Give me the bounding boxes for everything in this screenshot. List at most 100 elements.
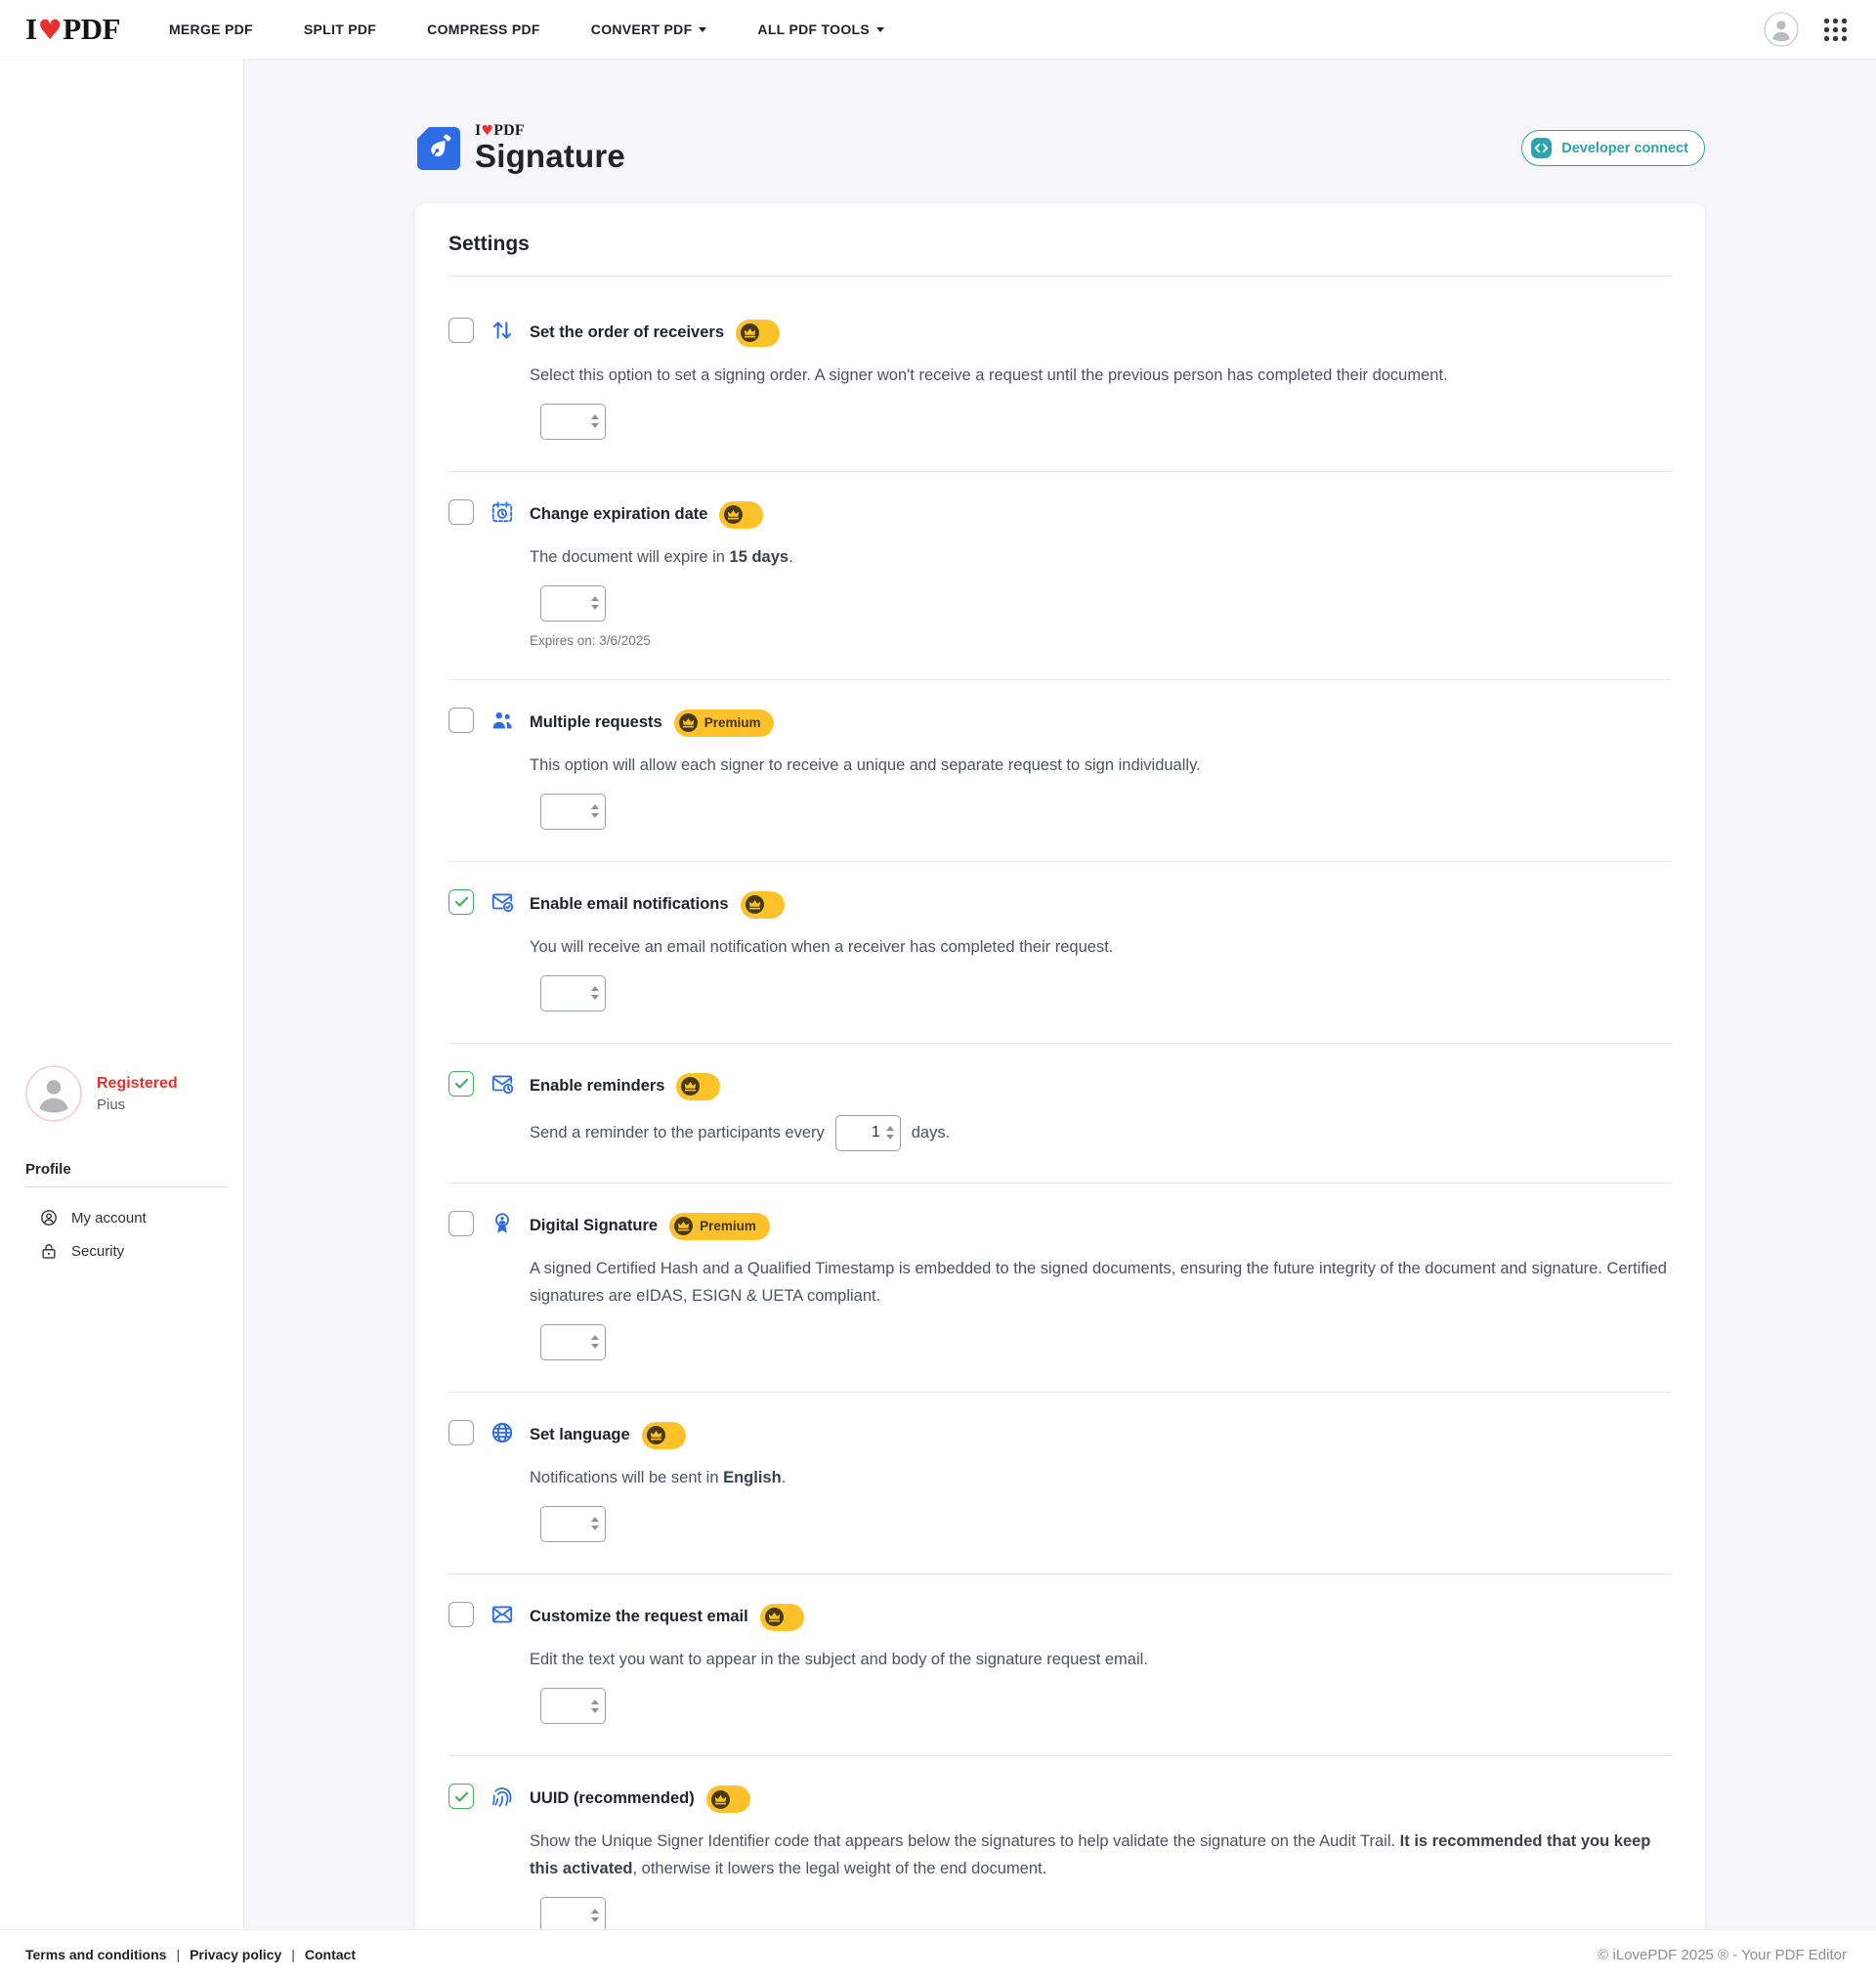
stepper-arrows[interactable] [591, 1699, 599, 1713]
reminder-days-input[interactable] [540, 1505, 606, 1542]
row-title: Customize the request email [530, 1608, 748, 1626]
footer-link-privacy-policy[interactable]: Privacy policy [190, 1947, 282, 1962]
brand-small-text: I♥PDF [475, 122, 525, 139]
row-title: Set language [530, 1426, 630, 1444]
premium-badge [676, 1072, 721, 1100]
row-description: Select this option to set a signing orde… [530, 366, 1448, 384]
row-title: Change expiration date [530, 504, 708, 523]
row-checkbox[interactable] [448, 1784, 474, 1810]
reminder-line [530, 1897, 1672, 1934]
sidebar-item-my-account[interactable]: My account [25, 1201, 228, 1234]
user-avatar-icon[interactable] [1764, 12, 1799, 47]
reminder-days-input[interactable] [540, 1897, 606, 1934]
language-icon [490, 1420, 515, 1445]
row-description: You will receive an email notification w… [530, 937, 1114, 956]
footer-link-terms-and-conditions[interactable]: Terms and conditions [25, 1947, 167, 1962]
reminder-days-input[interactable] [540, 1688, 606, 1725]
row-title: Enable email notifications [530, 894, 729, 913]
row-description: Edit the text you want to appear in the … [530, 1650, 1148, 1668]
settings-row-digital-signature: Digital Signature Premium A signed Certi… [448, 1183, 1672, 1393]
reminder-line [530, 584, 1672, 622]
nav-item-all-pdf-tools[interactable]: ALL PDF TOOLS [757, 22, 885, 37]
row-checkbox[interactable] [448, 317, 474, 343]
profile-block: Registered Pius Profile My account Securi… [25, 1065, 228, 1268]
row-description: Notifications will be sent in English. [530, 1468, 787, 1486]
account-status-badge: Registered [97, 1075, 178, 1093]
row-description: Show the Unique Signer Identifier code t… [530, 1832, 1651, 1878]
settings-row-enable-email-notifications: Enable email notifications You will rece… [448, 862, 1672, 1044]
apps-grid-icon[interactable] [1822, 17, 1849, 43]
row-title: Set the order of receivers [530, 323, 724, 341]
reminder-days-input[interactable]: 1 [834, 1114, 901, 1151]
settings-row-multiple-requests: Multiple requests Premium This option wi… [448, 680, 1672, 862]
stepper-arrows[interactable] [591, 1335, 599, 1350]
developer-connect-button[interactable]: Developer connect [1521, 130, 1705, 167]
sidebar-item-security[interactable]: Security [25, 1234, 228, 1268]
settings-row-set-language: Set language Notifications will be sent … [448, 1393, 1672, 1574]
premium-badge [759, 1603, 804, 1631]
premium-badge [641, 1421, 686, 1449]
reminder-days-input[interactable] [540, 403, 606, 440]
row-checkbox[interactable] [448, 1419, 474, 1445]
stepper-arrows[interactable] [591, 414, 599, 429]
profile-avatar[interactable] [25, 1065, 82, 1122]
ilovepdf-logo[interactable]: I ♥ PDF [25, 12, 120, 47]
stepper-arrows[interactable] [591, 596, 599, 611]
top-navigation-bar: I ♥ PDF MERGE PDF SPLIT PDF COMPRESS PDF CONV… [0, 0, 1876, 59]
stepper-arrows[interactable] [591, 1517, 599, 1531]
email-notifications-icon [490, 889, 515, 915]
row-checkbox[interactable] [448, 888, 474, 915]
row-checkbox[interactable] [448, 1601, 474, 1627]
reminder-line [530, 1688, 1672, 1725]
premium-badge [740, 890, 785, 919]
reminder-days-input[interactable] [540, 1323, 606, 1360]
settings-row-set-the-order-of-receivers: Set the order of receivers Select this o… [448, 277, 1672, 472]
multiple-requests-icon [490, 708, 515, 733]
heart-icon: ♥ [481, 123, 494, 139]
request-email-icon [490, 1602, 515, 1627]
username: Pius [97, 1096, 126, 1113]
row-title: UUID (recommended) [530, 1789, 695, 1808]
premium-badge [736, 319, 780, 347]
settings-row-change-expiration-date: Change expiration date The document will… [448, 472, 1672, 680]
reminder-days-input[interactable] [540, 793, 606, 830]
stepper-arrows[interactable] [591, 986, 599, 1001]
settings-row-customize-the-request-email: Customize the request email Edit the tex… [448, 1574, 1672, 1757]
logo-text-i: I [25, 12, 37, 46]
settings-row-uuid-recommended: UUID (recommended) Show the Unique Signe… [448, 1756, 1672, 1966]
row-checkbox[interactable] [448, 1210, 474, 1236]
reminder-days-input[interactable] [540, 584, 606, 622]
reminder-days-input[interactable] [540, 974, 606, 1011]
nav-item-convert-pdf[interactable]: CONVERT PDF [591, 22, 707, 37]
nav-links: MERGE PDF SPLIT PDF COMPRESS PDF CONVERT PD… [168, 22, 885, 37]
security-icon [39, 1241, 59, 1261]
settings-rows: Set the order of receivers Select this o… [448, 277, 1672, 1979]
crown-icon [745, 895, 764, 915]
row-checkbox[interactable] [448, 707, 474, 733]
reminder-line [530, 974, 1672, 1011]
stepper-arrows[interactable] [591, 1908, 599, 1922]
signature-pen-icon [415, 125, 462, 172]
settings-card: Settings Set the order of receivers [415, 202, 1705, 1979]
stepper-arrows[interactable] [885, 1126, 894, 1140]
reminder-line: Send a reminder to the participants ever… [530, 1114, 1672, 1151]
crown-icon [681, 1077, 701, 1097]
premium-badge [705, 1785, 750, 1814]
signature-brand: I♥PDF Signature [415, 123, 625, 174]
stepper-arrows[interactable] [591, 804, 599, 819]
footer-link-contact[interactable]: Contact [304, 1947, 357, 1962]
row-note: Expires on: 3/6/2025 [530, 632, 651, 648]
premium-badge: Premium [669, 1212, 770, 1240]
uuid-icon [490, 1784, 515, 1809]
nav-item-split-pdf[interactable]: SPLIT PDF [303, 22, 377, 37]
footer-links: Terms and conditions | Privacy policy | Cont… [25, 1947, 357, 1962]
crown-icon [741, 323, 759, 343]
chevron-down-icon [699, 26, 707, 32]
nav-item-compress-pdf[interactable]: COMPRESS PDF [427, 22, 540, 37]
crown-icon [646, 1426, 665, 1445]
code-icon [1530, 137, 1553, 159]
main-area: I♥PDF Signature Developer connect [244, 59, 1876, 1979]
nav-item-merge-pdf[interactable]: MERGE PDF [168, 22, 253, 37]
row-checkbox[interactable] [448, 498, 474, 525]
row-checkbox[interactable] [448, 1070, 474, 1097]
